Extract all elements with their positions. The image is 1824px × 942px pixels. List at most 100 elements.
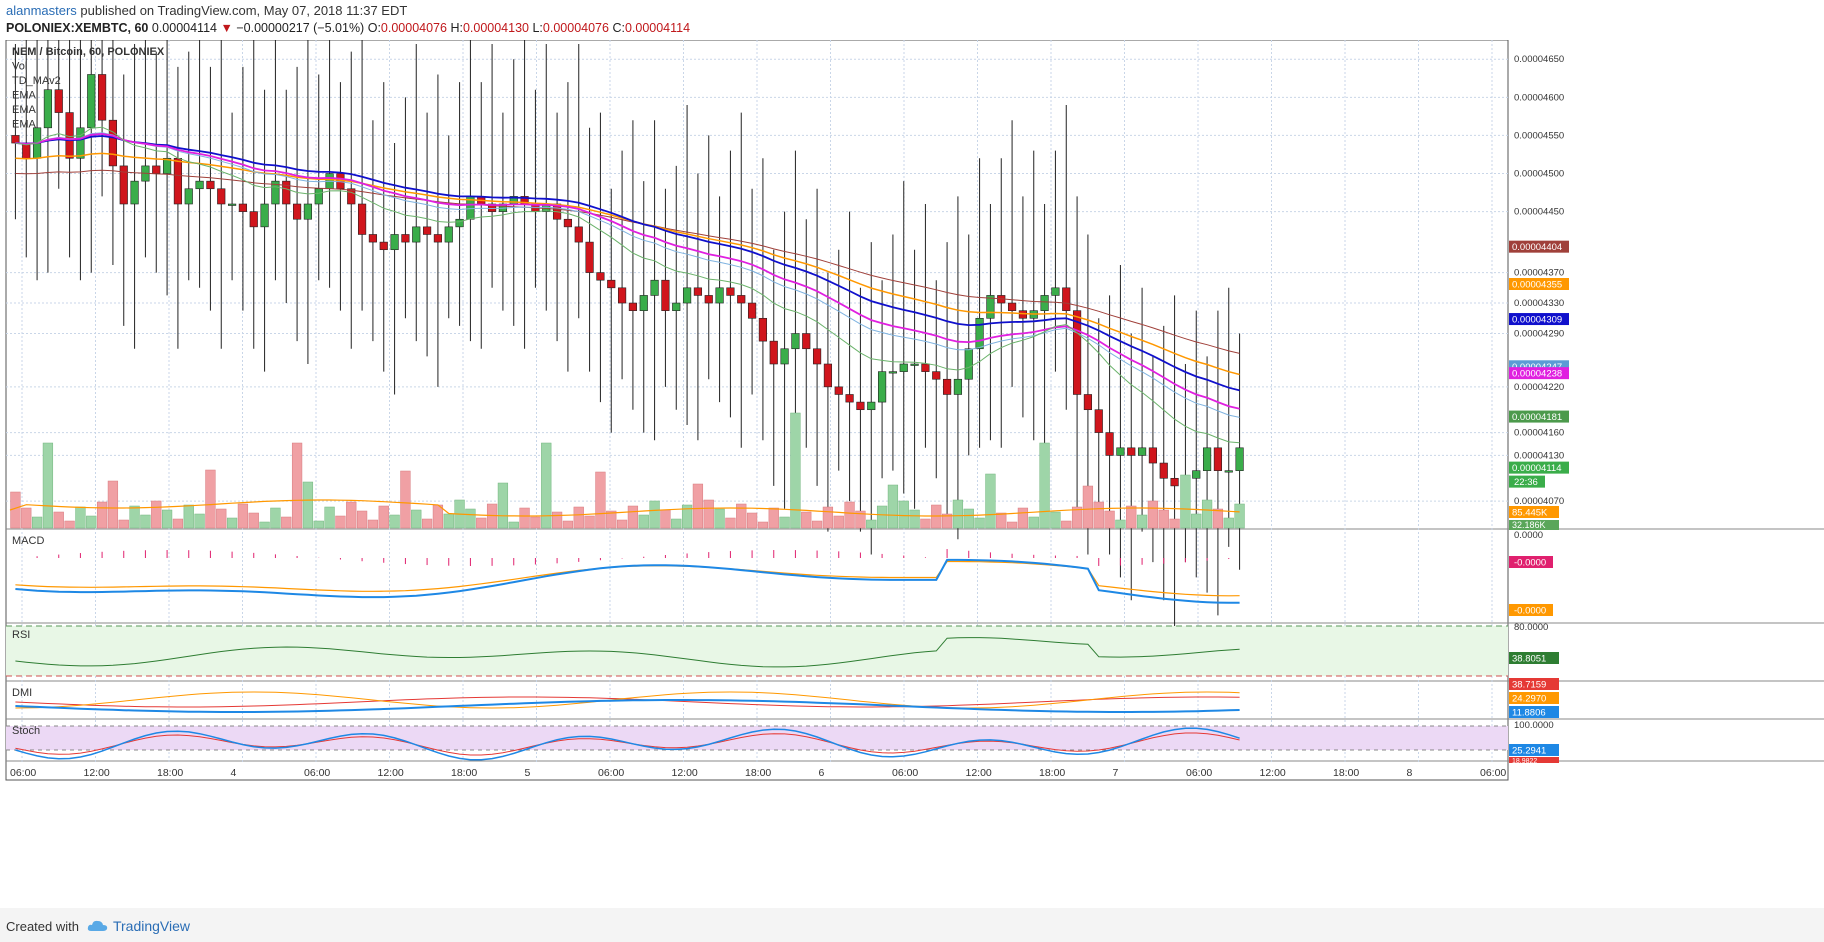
x-tick-label: 06:00 xyxy=(892,767,918,779)
dmi-value-label: 11.8806 xyxy=(1512,708,1546,719)
candle-body xyxy=(639,295,648,311)
author-link[interactable]: alanmasters xyxy=(6,3,77,18)
volume-bar xyxy=(606,510,617,529)
y-tick-label: 0.00004290 xyxy=(1514,329,1564,340)
volume-bar xyxy=(259,521,270,529)
candle-body xyxy=(682,287,692,304)
candle-body xyxy=(574,226,583,243)
volume-bar xyxy=(855,510,866,529)
candles xyxy=(11,40,1244,631)
stoch-label-bg xyxy=(1509,757,1559,763)
volume-bar xyxy=(1126,505,1137,529)
candle-body xyxy=(942,378,952,395)
tradingview-brand: TradingView xyxy=(112,918,191,934)
volume-bar xyxy=(822,506,834,529)
volume-bar xyxy=(811,520,823,529)
volume-bar xyxy=(96,501,108,529)
volume-bar xyxy=(497,482,509,529)
footer-bar xyxy=(0,908,1824,942)
candle-body xyxy=(282,180,291,205)
tradingview-logo[interactable]: TradingView xyxy=(87,918,190,934)
candle-body xyxy=(1202,447,1212,471)
x-tick-label: 12:00 xyxy=(966,767,992,779)
volume-bar xyxy=(107,480,119,529)
volume-bar xyxy=(226,517,238,529)
candle-body xyxy=(455,218,464,228)
stoch-title: Stoch xyxy=(12,725,40,737)
volume-bar xyxy=(1180,474,1191,529)
candle-body xyxy=(932,371,941,380)
volume-bar xyxy=(237,503,249,529)
volume-bar xyxy=(963,508,974,529)
ema-brown-line xyxy=(15,169,1240,354)
price-label-bg xyxy=(1509,367,1569,380)
x-tick-label: 6 xyxy=(819,767,825,779)
candle-body xyxy=(412,226,421,243)
low-value: 0.00004076 xyxy=(542,21,609,35)
y-tick-label: 0.00004130 xyxy=(1514,450,1564,461)
candle-body xyxy=(401,234,410,243)
volume-bar xyxy=(356,510,368,529)
y-tick-label: 0.00004450 xyxy=(1514,207,1564,218)
volume-bar xyxy=(584,515,595,529)
volume-bar xyxy=(1223,517,1234,529)
candle-body xyxy=(845,394,854,403)
macd-value-label: -0.0000 xyxy=(1514,558,1546,569)
x-tick-label: 06:00 xyxy=(304,767,330,779)
candle-body xyxy=(964,348,973,380)
dmi-title: DMI xyxy=(12,687,32,699)
y-tick-label: 0.00004070 xyxy=(1514,496,1564,507)
chart-canvas[interactable]: 06:00 12:00 18:00 4 06:00 12:00 18:00 5 06:00 12:… xyxy=(0,40,1824,906)
candle-body xyxy=(617,287,627,304)
candle-body xyxy=(867,401,876,411)
publish-text: published on TradingView.com, May 07, 20… xyxy=(76,3,408,18)
x-tick-label: 8 xyxy=(1407,767,1413,779)
volume-bar xyxy=(151,500,162,529)
volume-bar xyxy=(790,412,801,529)
indicator-legend-item: EMA xyxy=(12,119,37,131)
candle-body xyxy=(119,165,128,205)
volume-bar xyxy=(1039,442,1050,529)
volume-bar xyxy=(31,516,43,529)
rsi-line xyxy=(15,637,1240,668)
volume-bar xyxy=(313,520,324,529)
volume-bar xyxy=(616,519,628,529)
macd-line xyxy=(15,558,1240,604)
volume-bar xyxy=(866,519,877,529)
indicator-legend-item: EMA xyxy=(12,90,37,102)
candle-body xyxy=(314,188,323,205)
candle-body xyxy=(888,371,898,374)
ema-blue-line xyxy=(15,135,1240,392)
candle-body xyxy=(217,188,226,205)
volume-bar xyxy=(508,521,519,529)
candle-body xyxy=(628,302,638,311)
volume-bar xyxy=(291,442,303,529)
volume-bar xyxy=(64,520,75,529)
candle-body xyxy=(834,386,843,395)
candle-body xyxy=(1137,447,1147,456)
volume-bar xyxy=(421,518,433,529)
cloud-icon xyxy=(87,920,108,931)
price-label-bg xyxy=(1509,410,1569,423)
volume-bar xyxy=(551,511,563,529)
x-tick-label: 18:00 xyxy=(745,767,771,779)
candle-body xyxy=(899,363,908,372)
low-label: L: xyxy=(532,21,543,35)
x-tick-label: 4 xyxy=(231,767,237,779)
last-price: 0.00004114 xyxy=(151,21,217,35)
volume-bar xyxy=(21,507,32,529)
volume-bar xyxy=(1191,513,1202,529)
volume-bar xyxy=(595,471,606,529)
candle-body xyxy=(97,74,107,121)
volume-bar xyxy=(465,508,476,529)
created-with-text: Created with xyxy=(6,918,79,934)
volume-bar xyxy=(1050,511,1061,529)
volume-bar xyxy=(920,518,931,529)
volume-bar xyxy=(1115,519,1126,529)
candle-body xyxy=(249,211,258,228)
candle-body xyxy=(54,89,63,113)
candle-body xyxy=(1094,409,1103,433)
candle-body xyxy=(379,241,388,251)
volume-bar xyxy=(1028,516,1039,529)
price-label-bg xyxy=(1509,461,1569,474)
